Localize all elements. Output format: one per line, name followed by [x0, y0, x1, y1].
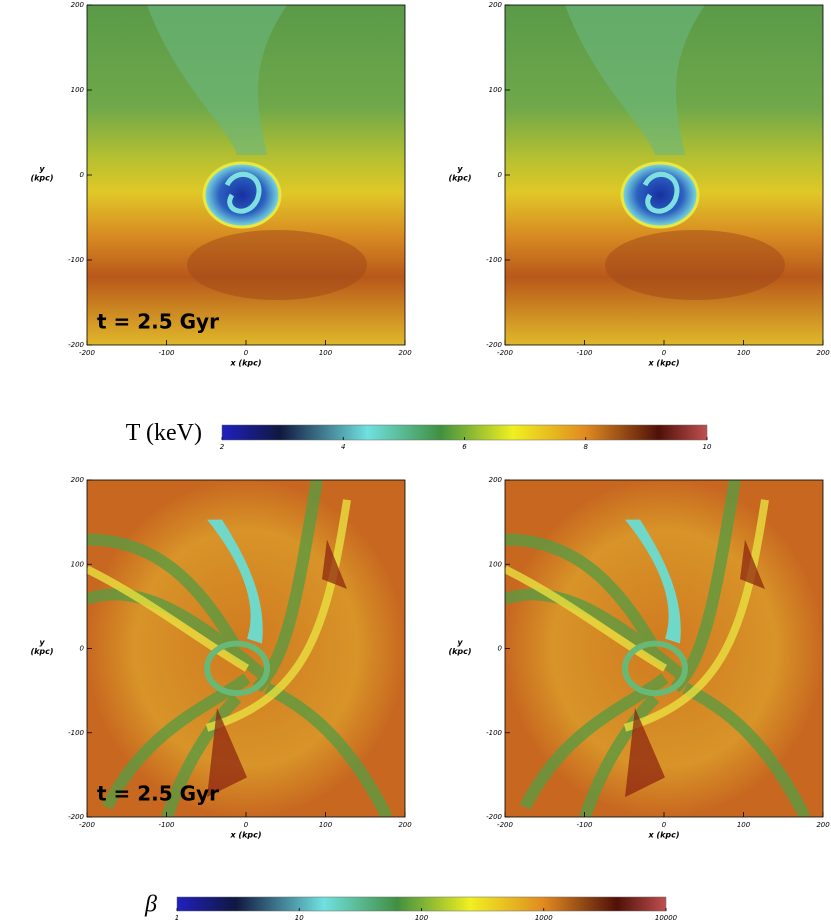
colorbar-tick-label: 100	[415, 914, 429, 922]
y-tick-label: 200	[71, 1, 85, 9]
colorbar-tick-label: 10	[295, 914, 304, 922]
y-tick-label: 0	[498, 171, 503, 179]
simulation-map	[505, 480, 823, 817]
colorbar-tick-label: 10000	[655, 914, 678, 922]
x-axis-label: x (kpc)	[647, 359, 679, 368]
time-annotation: t = 2.5 Gyr	[97, 310, 219, 334]
x-tick-label: 100	[319, 349, 333, 357]
y-tick-label: 0	[80, 171, 85, 179]
y-tick-label: 100	[489, 86, 503, 94]
time-annotation: t = 2.5 Gyr	[97, 782, 219, 806]
y-tick-label: 100	[489, 560, 503, 568]
x-tick-label: -100	[577, 821, 593, 829]
colorbar-tick-label: 6	[462, 443, 467, 451]
x-tick-label: -200	[79, 349, 95, 357]
y-axis-label: (kpc)	[30, 174, 53, 183]
y-tick-label: 100	[71, 86, 85, 94]
y-tick-label: 0	[80, 645, 85, 653]
colorbar-tick-label: 2	[220, 443, 225, 451]
y-tick-label: -200	[68, 341, 84, 349]
colorbar-tick-label: 4	[341, 443, 345, 451]
colorbar-label: T (keV)	[126, 420, 202, 446]
y-axis-label: y	[457, 638, 463, 647]
y-tick-label: 200	[489, 476, 503, 484]
x-tick-label: -100	[159, 349, 175, 357]
x-tick-label: -200	[497, 821, 513, 829]
y-axis-label: (kpc)	[448, 647, 471, 656]
simulation-map	[87, 5, 405, 345]
x-tick-label: 0	[244, 349, 249, 357]
y-axis-label: y	[39, 165, 45, 174]
x-tick-label: 200	[816, 821, 830, 829]
colorbar-label: β	[144, 892, 157, 918]
x-tick-label: -100	[159, 821, 175, 829]
x-tick-label: -200	[79, 821, 95, 829]
colorbar-tick-label: 1000	[535, 914, 553, 922]
y-axis-label: (kpc)	[30, 647, 53, 656]
y-tick-label: 200	[71, 476, 85, 484]
y-tick-label: -200	[68, 813, 84, 821]
x-tick-label: 200	[398, 821, 412, 829]
x-tick-label: 200	[816, 349, 830, 357]
x-axis-label: x (kpc)	[229, 359, 261, 368]
y-tick-label: -100	[68, 729, 84, 737]
x-tick-label: 100	[737, 349, 751, 357]
x-tick-label: -100	[577, 349, 593, 357]
simulation-map	[505, 5, 823, 345]
simulation-map	[87, 480, 405, 817]
y-tick-label: -100	[486, 256, 502, 264]
y-tick-label: 0	[498, 645, 503, 653]
y-axis-label: y	[39, 638, 45, 647]
y-tick-label: 100	[71, 560, 85, 568]
colorbar-tick-label: 8	[584, 443, 589, 451]
y-tick-label: -200	[486, 813, 502, 821]
y-tick-label: -200	[486, 341, 502, 349]
x-tick-label: 0	[662, 349, 667, 357]
y-axis-label: y	[457, 165, 463, 174]
y-tick-label: 200	[489, 1, 503, 9]
x-tick-label: 0	[244, 821, 249, 829]
x-axis-label: x (kpc)	[229, 831, 261, 840]
x-tick-label: 100	[737, 821, 751, 829]
y-tick-label: -100	[68, 256, 84, 264]
y-axis-label: (kpc)	[448, 174, 471, 183]
colorbar-tick-label: 10	[703, 443, 712, 451]
x-axis-label: x (kpc)	[647, 831, 679, 840]
x-tick-label: -200	[497, 349, 513, 357]
x-tick-label: 200	[398, 349, 412, 357]
x-tick-label: 0	[662, 821, 667, 829]
colorbar-tick-label: 1	[175, 914, 179, 922]
x-tick-label: 100	[319, 821, 333, 829]
y-tick-label: -100	[486, 729, 502, 737]
